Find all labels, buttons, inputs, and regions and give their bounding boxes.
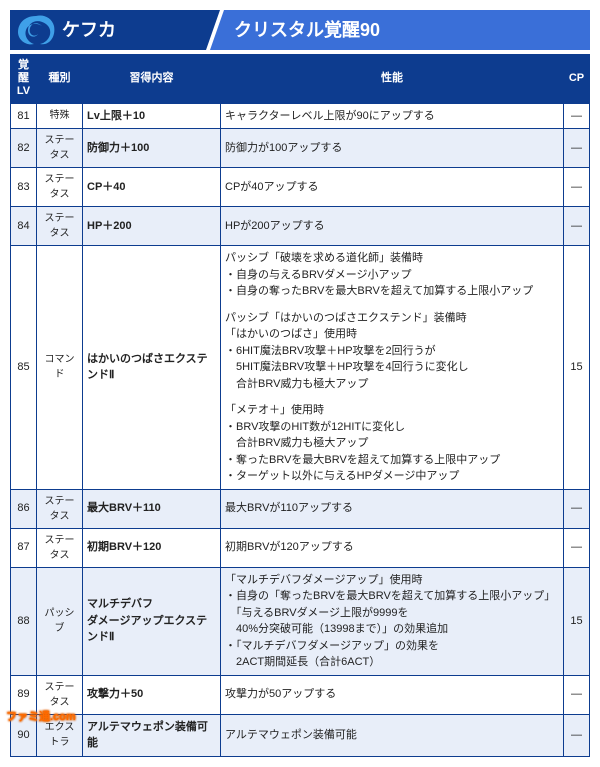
cell-name: Lv上限＋10 — [83, 103, 221, 129]
cell-desc: パッシブ「破壊を求める道化師」装備時・自身の与えるBRVダメージ小アップ・自身の… — [221, 246, 564, 490]
table-row: 90エクストラアルテマウェポン装備可能アルテマウェポン装備可能— — [11, 714, 590, 756]
cell-cp: — — [564, 675, 590, 714]
page-title: クリスタル覚醒90 — [210, 10, 590, 50]
cell-cp: — — [564, 714, 590, 756]
cell-desc: 攻撃力が50アップする — [221, 675, 564, 714]
cell-desc: HPが200アップする — [221, 207, 564, 246]
col-header-desc: 性能 — [221, 55, 564, 104]
cell-name: 攻撃力＋50 — [83, 675, 221, 714]
cell-cp: — — [564, 528, 590, 567]
col-header-lv: 覚醒LV — [11, 55, 37, 104]
cell-type: ステータス — [37, 528, 83, 567]
table-row: 89ステータス攻撃力＋50攻撃力が50アップする— — [11, 675, 590, 714]
cell-cp: — — [564, 489, 590, 528]
table-row: 85コマンドはかいのつばさエクステンドⅡパッシブ「破壊を求める道化師」装備時・自… — [11, 246, 590, 490]
cell-type: コマンド — [37, 246, 83, 490]
cell-desc: 防御力が100アップする — [221, 129, 564, 168]
cell-lv: 86 — [11, 489, 37, 528]
site-watermark: ファミ通.com — [6, 708, 76, 724]
cell-type: ステータス — [37, 168, 83, 207]
cell-cp: — — [564, 168, 590, 207]
table-row: 84ステータスHP＋200HPが200アップする— — [11, 207, 590, 246]
cell-type: ステータス — [37, 489, 83, 528]
col-header-type: 種別 — [37, 55, 83, 104]
cell-desc: 初期BRVが120アップする — [221, 528, 564, 567]
cell-lv: 88 — [11, 567, 37, 675]
cell-desc: キャラクターレベル上限が90にアップする — [221, 103, 564, 129]
cell-cp: 15 — [564, 567, 590, 675]
cell-name: アルテマウェポン装備可能 — [83, 714, 221, 756]
cell-name: HP＋200 — [83, 207, 221, 246]
table-row: 81特殊Lv上限＋10キャラクターレベル上限が90にアップする— — [11, 103, 590, 129]
cell-lv: 81 — [11, 103, 37, 129]
cell-cp: — — [564, 103, 590, 129]
character-swirl-icon — [14, 12, 58, 48]
cell-type: パッシブ — [37, 567, 83, 675]
cell-desc: CPが40アップする — [221, 168, 564, 207]
table-row: 86ステータス最大BRV＋110最大BRVが110アップする— — [11, 489, 590, 528]
cell-name: はかいのつばさエクステンドⅡ — [83, 246, 221, 490]
header-bar: ケフカ クリスタル覚醒90 — [10, 10, 590, 50]
cell-name: マルチデバフダメージアップエクステンドⅡ — [83, 567, 221, 675]
cell-name: CP＋40 — [83, 168, 221, 207]
cell-name: 防御力＋100 — [83, 129, 221, 168]
cell-desc: アルテマウェポン装備可能 — [221, 714, 564, 756]
cell-name: 最大BRV＋110 — [83, 489, 221, 528]
cell-lv: 87 — [11, 528, 37, 567]
table-row: 83ステータスCP＋40CPが40アップする— — [11, 168, 590, 207]
cell-lv: 83 — [11, 168, 37, 207]
cell-desc: 「マルチデバフダメージアップ」使用時・自身の「奪ったBRVを最大BRVを超えて加… — [221, 567, 564, 675]
awakening-table: 覚醒LV 種別 習得内容 性能 CP 81特殊Lv上限＋10キャラクターレベル上… — [10, 54, 590, 757]
cell-type: 特殊 — [37, 103, 83, 129]
col-header-cp: CP — [564, 55, 590, 104]
cell-lv: 85 — [11, 246, 37, 490]
awakening-tbody: 81特殊Lv上限＋10キャラクターレベル上限が90にアップする—82ステータス防… — [11, 103, 590, 756]
cell-desc: 最大BRVが110アップする — [221, 489, 564, 528]
table-row: 88パッシブマルチデバフダメージアップエクステンドⅡ「マルチデバフダメージアップ… — [11, 567, 590, 675]
table-row: 82ステータス防御力＋100防御力が100アップする— — [11, 129, 590, 168]
cell-cp: — — [564, 129, 590, 168]
cell-type: ステータス — [37, 207, 83, 246]
table-row: 87ステータス初期BRV＋120初期BRVが120アップする— — [11, 528, 590, 567]
cell-lv: 82 — [11, 129, 37, 168]
cell-cp: — — [564, 207, 590, 246]
cell-name: 初期BRV＋120 — [83, 528, 221, 567]
cell-type: ステータス — [37, 129, 83, 168]
col-header-name: 習得内容 — [83, 55, 221, 104]
cell-cp: 15 — [564, 246, 590, 490]
cell-lv: 84 — [11, 207, 37, 246]
